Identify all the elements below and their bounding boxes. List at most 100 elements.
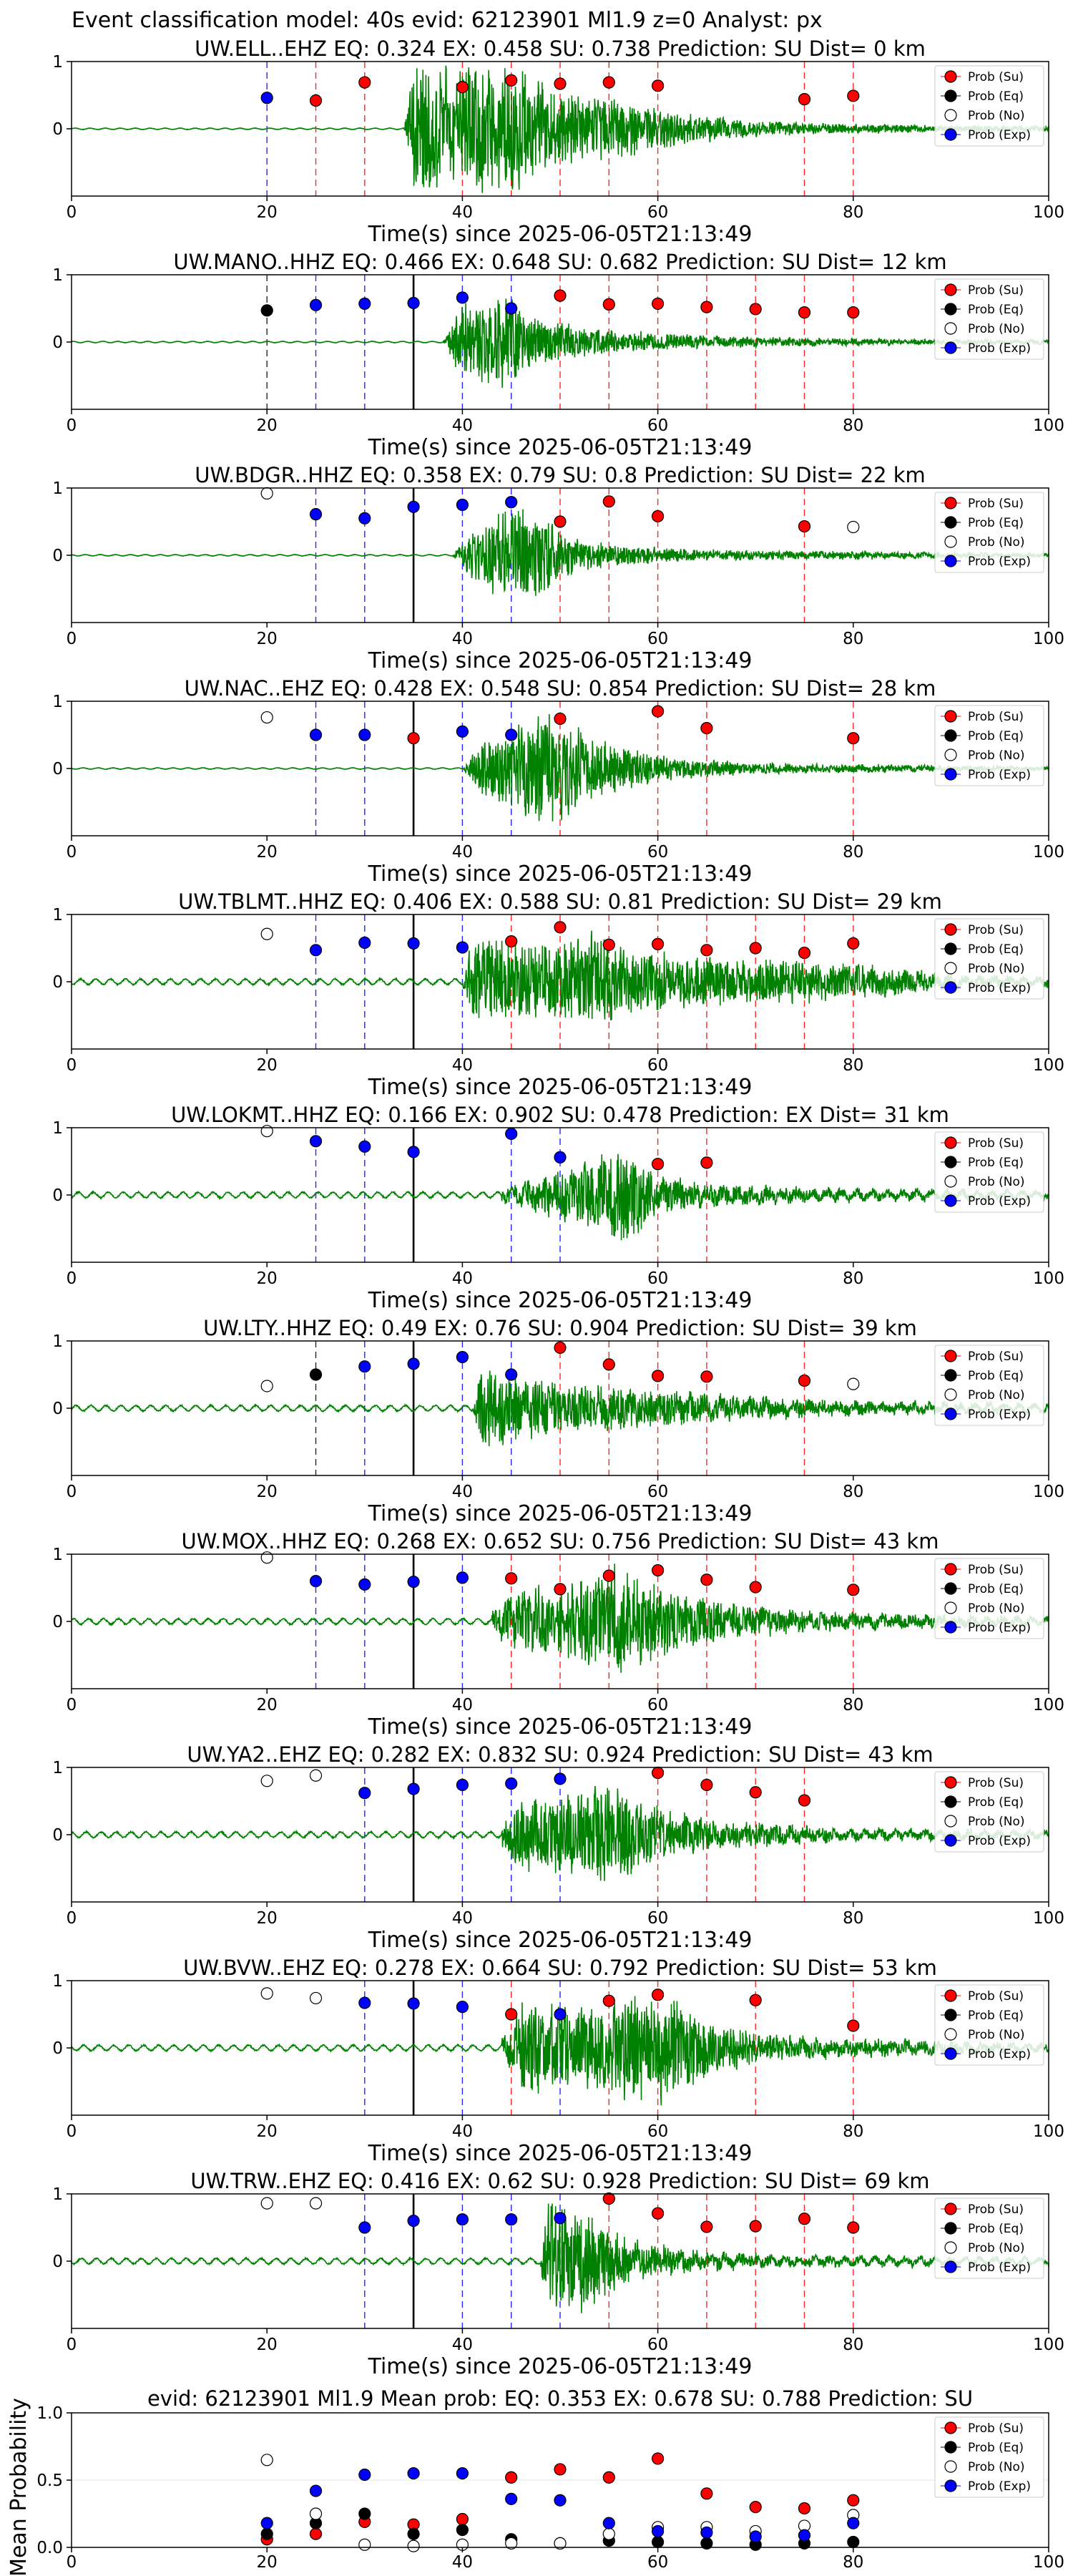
legend-marker-su [944, 1776, 957, 1789]
legend-marker-no [944, 2028, 957, 2041]
legend-marker-su [944, 70, 957, 83]
station-panel: UW.LOKMT..HHZ EQ: 0.166 EX: 0.902 SU: 0.… [52, 1103, 1064, 1313]
prob-marker-exp [505, 2213, 518, 2226]
x-tick-label: 100 [1033, 1483, 1064, 1501]
legend-marker-eq [944, 516, 957, 529]
x-tick-label: 80 [843, 2122, 863, 2141]
prob-marker-su [700, 301, 713, 313]
prob-marker-exp [407, 937, 420, 950]
x-tick-label: 80 [843, 203, 863, 222]
prob-marker-su [651, 1766, 665, 1780]
prob-marker-su [847, 1584, 860, 1596]
legend-box [934, 918, 1044, 1000]
x-tick-label: 40 [452, 203, 473, 222]
legend-marker-exp [944, 1194, 957, 1207]
x-axis-label: Time(s) since 2025-06-05T21:13:49 [368, 1501, 753, 1526]
prob-marker-su [554, 289, 567, 302]
legend-marker-no [944, 2460, 957, 2473]
prob-marker-no [260, 1551, 273, 1564]
prob-marker-su [456, 81, 469, 94]
prob-marker-su [651, 509, 665, 523]
mean-marker-exp [505, 2492, 518, 2505]
prob-marker-exp [456, 1778, 469, 1792]
legend-label: Prob (Su) [968, 497, 1024, 511]
prob-marker-eq [309, 1368, 323, 1381]
prob-marker-su [749, 1786, 762, 1799]
prob-marker-no [309, 1991, 323, 2005]
prob-marker-su [602, 1358, 615, 1371]
x-axis-label: Time(s) since 2025-06-05T21:13:49 [368, 435, 753, 460]
prob-marker-no [260, 1775, 273, 1787]
panel-title: UW.TRW..EHZ EQ: 0.416 EX: 0.62 SU: 0.928… [190, 2169, 929, 2193]
prob-marker-exp [358, 936, 371, 950]
mean-marker-exp [749, 2530, 762, 2543]
y-tick-label: 0 [52, 1613, 63, 1631]
legend-label: Prob (No) [968, 1815, 1025, 1829]
mean-marker-su [651, 2452, 665, 2465]
legend-label: Prob (Su) [968, 1563, 1024, 1577]
legend-label: Prob (Eq) [968, 2441, 1024, 2455]
x-axis-label: Time(s) since 2025-06-05T21:13:49 [368, 1928, 753, 1953]
legend-label: Prob (Eq) [968, 1369, 1024, 1383]
mean-marker-su [309, 2527, 323, 2540]
legend-label: Prob (Su) [968, 1350, 1024, 1364]
legend-marker-exp [944, 1834, 957, 1847]
mean-marker-su [505, 2471, 518, 2484]
prob-marker-exp [554, 2008, 567, 2021]
legend-box [934, 2197, 1044, 2279]
x-tick-label: 80 [843, 1909, 863, 1928]
legend-label: Prob (Eq) [968, 1156, 1024, 1170]
x-tick-label: 80 [843, 416, 863, 435]
prob-marker-no [309, 2197, 323, 2210]
prob-marker-su [554, 921, 567, 934]
prob-marker-exp [456, 291, 469, 304]
prob-marker-su [847, 2221, 860, 2234]
legend-marker-eq [944, 1795, 957, 1808]
x-tick-label: 20 [257, 1483, 278, 1501]
mean-marker-eq [847, 2535, 860, 2549]
prob-marker-su [749, 1994, 762, 2006]
waveform-trace [71, 65, 1049, 193]
legend-marker-exp [944, 341, 957, 354]
x-tick-label: 100 [1033, 1269, 1064, 1288]
legend-label: Prob (Exp) [968, 1194, 1031, 1209]
prob-marker-exp [456, 2001, 469, 2014]
x-tick-label: 60 [647, 2122, 668, 2141]
prob-marker-exp [554, 1772, 567, 1785]
prob-marker-su [651, 1563, 665, 1577]
prob-marker-exp [358, 1996, 371, 2009]
mean-marker-exp [602, 2517, 615, 2529]
prob-marker-no [309, 1769, 323, 1782]
x-tick-label: 20 [257, 2122, 278, 2141]
prob-marker-exp [407, 1357, 420, 1370]
prob-marker-exp [456, 941, 469, 954]
prob-marker-su [505, 74, 518, 87]
legend-marker-su [944, 1136, 957, 1149]
prob-marker-exp [358, 512, 371, 525]
y-tick-label: 1 [52, 1972, 63, 1991]
x-tick-label: 0 [67, 1269, 77, 1288]
x-tick-label: 100 [1033, 203, 1064, 222]
prob-marker-su [602, 2192, 615, 2205]
prob-marker-su [651, 1370, 665, 1382]
x-tick-label: 100 [1033, 1056, 1064, 1075]
x-tick-label: 100 [1033, 1696, 1064, 1714]
legend-marker-exp [944, 1621, 957, 1634]
x-tick-label: 100 [1033, 630, 1064, 648]
x-tick-label: 40 [452, 630, 473, 648]
prob-marker-su [798, 946, 811, 960]
prob-marker-su [602, 76, 615, 89]
prob-marker-exp [456, 1350, 469, 1364]
x-tick-label: 60 [647, 203, 668, 222]
figure-title: Event classification model: 40s evid: 62… [72, 8, 823, 33]
prob-marker-exp [407, 500, 420, 513]
legend-box [934, 492, 1044, 573]
prob-marker-su [700, 721, 713, 735]
y-tick-label: 1 [52, 906, 63, 924]
y-tick-label: 0 [52, 120, 63, 139]
legend-marker-no [944, 1815, 957, 1828]
prob-marker-su [651, 79, 665, 92]
prob-marker-exp [309, 944, 323, 957]
prob-marker-exp [309, 1135, 323, 1148]
legend-marker-su [944, 1350, 957, 1362]
